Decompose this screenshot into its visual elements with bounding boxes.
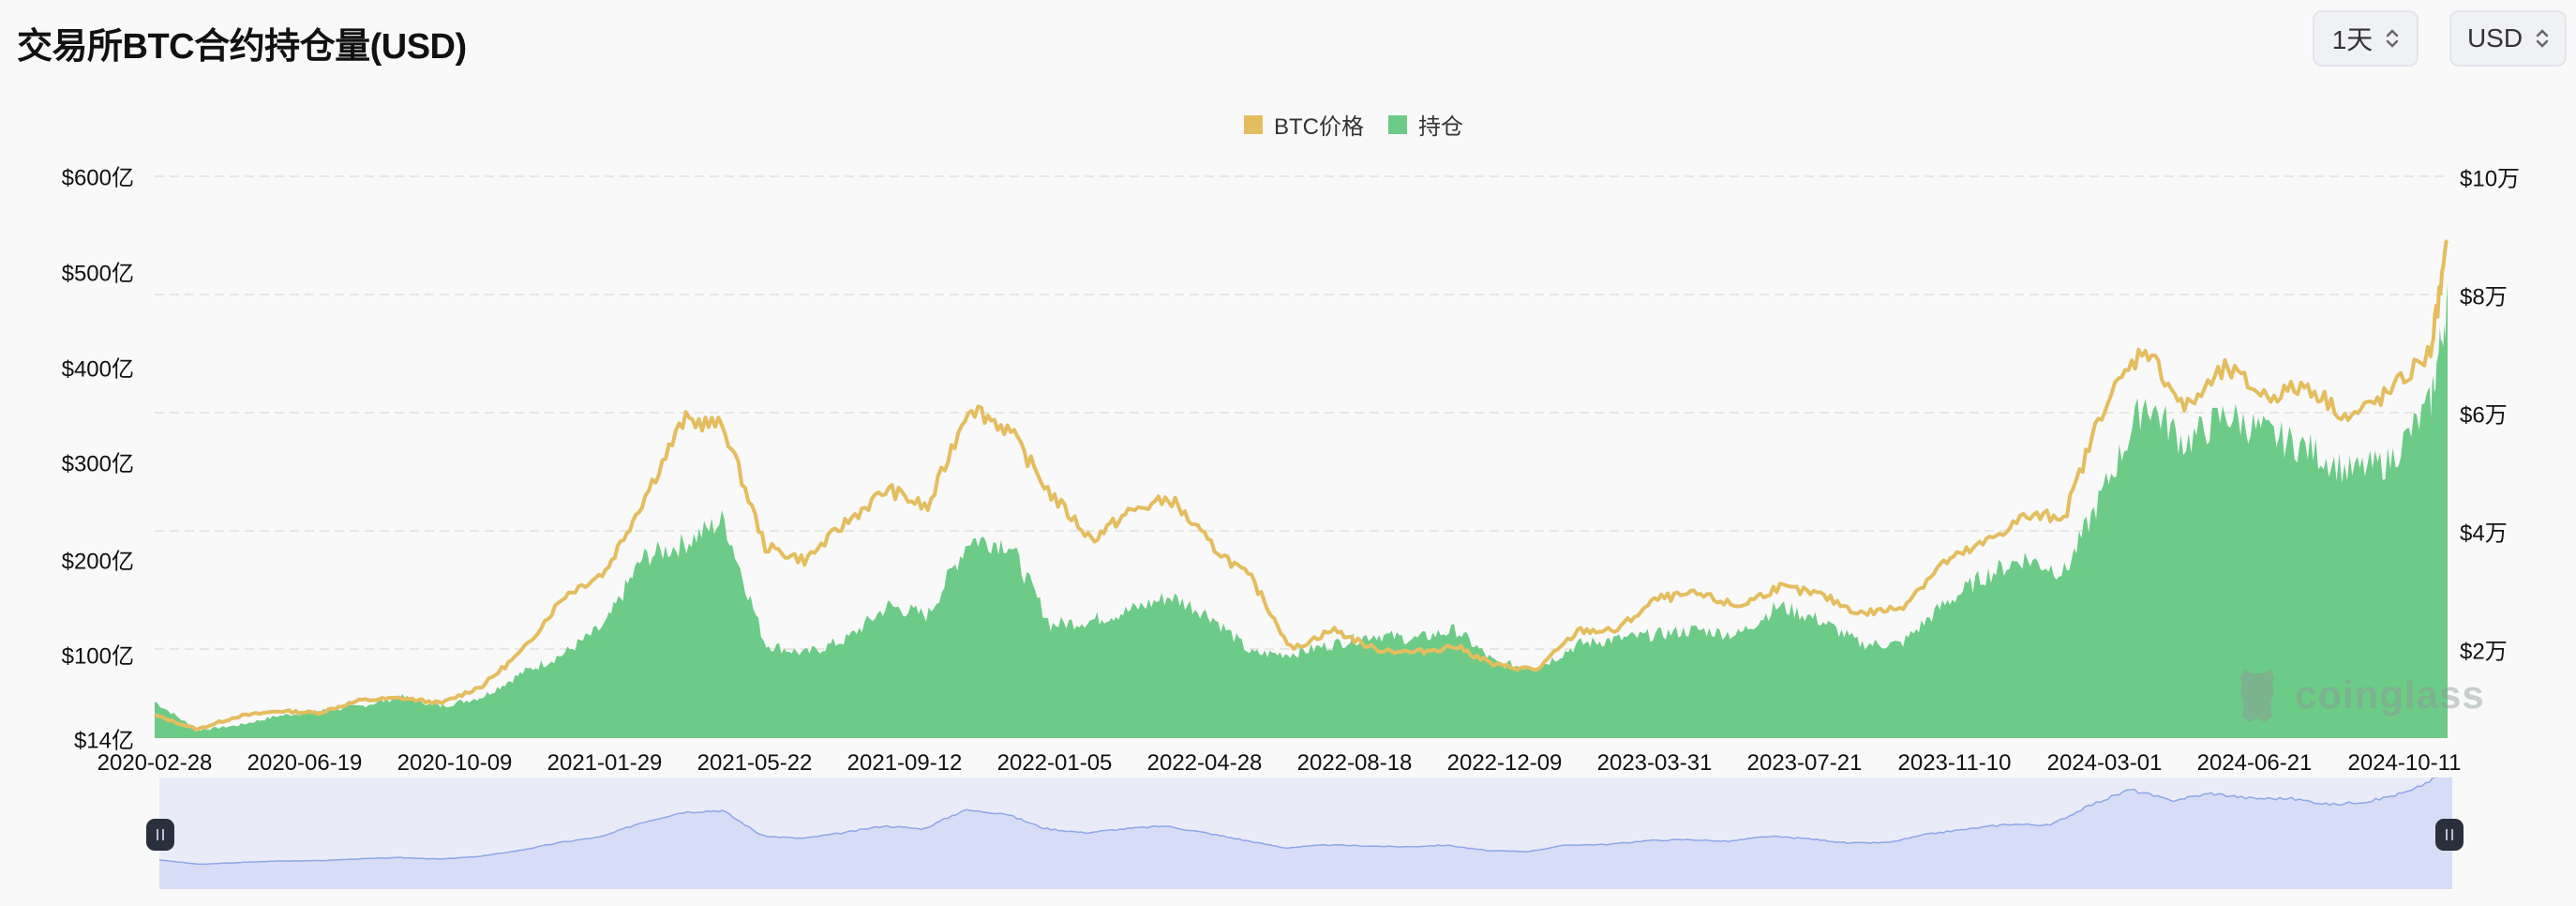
x-axis-tick: 2020-06-19 — [247, 750, 363, 776]
page-title: 交易所BTC合约持仓量(USD) — [17, 27, 467, 67]
legend-swatch-price — [1244, 114, 1263, 134]
watermark-text: coinglass — [2295, 672, 2485, 717]
minimap-series — [158, 767, 2453, 889]
legend-item-open-interest[interactable]: 持仓 — [1388, 108, 1463, 141]
x-axis-tick: 2022-04-28 — [1146, 750, 1263, 776]
x-axis-tick: 2020-02-28 — [97, 750, 213, 776]
right-axis-tick: $4万 — [2460, 521, 2508, 547]
chevron-up-down-icon — [2536, 27, 2549, 50]
right-axis-tick: $10万 — [2460, 166, 2521, 192]
right-axis-tick: $6万 — [2460, 402, 2508, 429]
x-axis-tick: 2021-05-22 — [696, 750, 813, 776]
x-axis-tick: 2023-07-21 — [1746, 750, 1863, 776]
right-axis-tick: $8万 — [2460, 284, 2508, 310]
interval-value: 1天 — [2331, 25, 2374, 54]
left-axis-tick: $400亿 — [61, 356, 134, 383]
interval-selector[interactable]: 1天 — [2313, 10, 2419, 67]
x-axis-tick: 2024-06-21 — [2196, 750, 2313, 776]
currency-selector[interactable]: USD — [2449, 10, 2567, 67]
x-axis-tick: 2024-10-11 — [2347, 750, 2462, 776]
legend-label: BTC价格 — [1274, 114, 1364, 140]
right-axis-tick: $2万 — [2460, 639, 2508, 665]
x-axis-tick: 2024-03-01 — [2046, 750, 2163, 776]
left-axis-tick: $100亿 — [61, 643, 134, 670]
open-interest-area — [155, 282, 2448, 738]
x-axis-tick: 2023-11-10 — [1897, 750, 2012, 776]
x-axis-tick: 2021-01-29 — [547, 750, 663, 776]
left-axis-tick: $200亿 — [61, 549, 134, 575]
x-axis-tick: 2022-12-09 — [1446, 750, 1563, 776]
legend-label: 持仓 — [1418, 114, 1463, 140]
chevron-up-down-icon — [2386, 27, 2399, 50]
x-axis-tick: 2020-10-09 — [397, 750, 513, 776]
left-axis-tick: $300亿 — [61, 451, 134, 477]
range-slider-end-handle[interactable] — [2435, 819, 2464, 851]
range-slider-start-handle[interactable] — [146, 819, 174, 851]
x-axis-tick: 2022-08-18 — [1296, 750, 1413, 776]
range-slider-track[interactable] — [158, 767, 2453, 889]
btc-price-line — [154, 239, 2449, 732]
chart-legend: BTC价格 持仓 — [0, 108, 2576, 141]
legend-item-btc-price[interactable]: BTC价格 — [1244, 108, 1364, 141]
x-axis-tick: 2023-03-31 — [1596, 750, 1713, 776]
left-axis-tick: $500亿 — [61, 261, 134, 287]
coinglass-logo-icon — [2240, 670, 2274, 722]
x-axis-tick: 2022-01-05 — [996, 750, 1113, 776]
watermark: coinglass — [2231, 664, 2485, 726]
currency-value: USD — [2466, 23, 2524, 53]
left-axis-tick: $600亿 — [61, 165, 134, 191]
legend-swatch-oi — [1388, 114, 1407, 134]
x-axis-tick: 2021-09-12 — [846, 750, 963, 776]
left-axis-tick: $14亿 — [73, 728, 134, 754]
